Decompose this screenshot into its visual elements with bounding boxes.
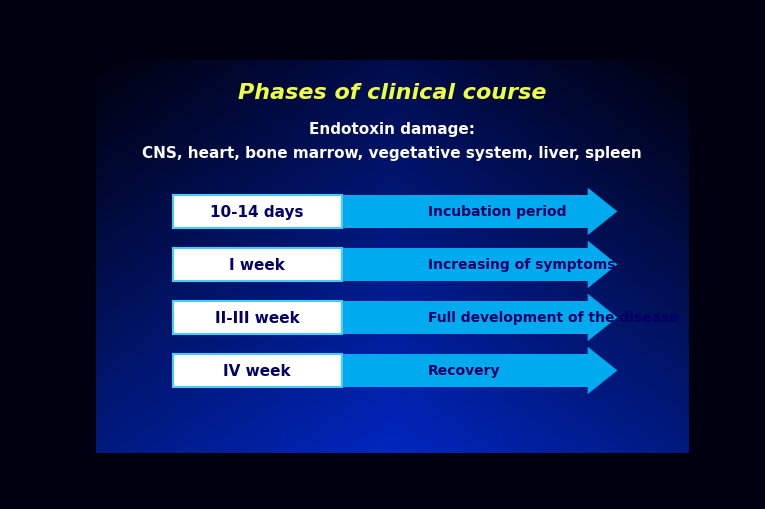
FancyBboxPatch shape xyxy=(342,301,588,334)
Text: Endotoxin damage:: Endotoxin damage: xyxy=(309,122,475,137)
FancyBboxPatch shape xyxy=(173,195,342,229)
Text: I week: I week xyxy=(230,258,285,272)
Text: Phases of clinical course: Phases of clinical course xyxy=(238,82,546,103)
Text: Incubation period: Incubation period xyxy=(428,205,566,219)
Text: II-III week: II-III week xyxy=(215,310,300,325)
FancyBboxPatch shape xyxy=(342,195,588,229)
Text: Recovery: Recovery xyxy=(428,364,500,378)
Text: CNS, heart, bone marrow, vegetative system, liver, spleen: CNS, heart, bone marrow, vegetative syst… xyxy=(142,146,642,160)
Text: Increasing of symptoms: Increasing of symptoms xyxy=(428,258,615,272)
Polygon shape xyxy=(588,347,617,394)
Text: 10-14 days: 10-14 days xyxy=(210,205,304,219)
Text: Full development of the disease: Full development of the disease xyxy=(428,311,679,325)
FancyBboxPatch shape xyxy=(342,354,588,387)
FancyBboxPatch shape xyxy=(173,248,342,281)
Polygon shape xyxy=(588,241,617,289)
Polygon shape xyxy=(588,188,617,236)
FancyBboxPatch shape xyxy=(173,354,342,387)
Text: IV week: IV week xyxy=(223,363,291,378)
FancyBboxPatch shape xyxy=(342,248,588,281)
Polygon shape xyxy=(588,294,617,342)
FancyBboxPatch shape xyxy=(173,301,342,334)
